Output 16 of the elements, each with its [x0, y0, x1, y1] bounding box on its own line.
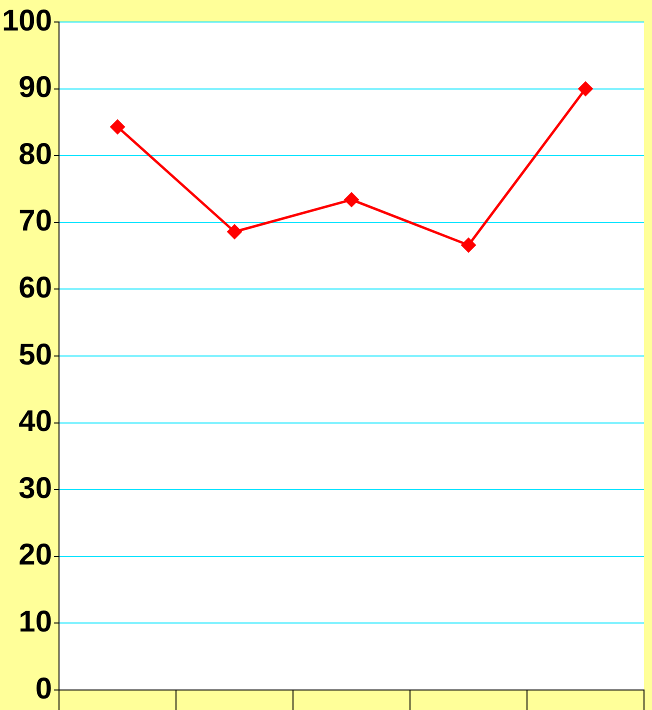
y-tick-label: 50 — [18, 338, 52, 372]
y-tick-label: 90 — [18, 71, 52, 104]
point — [110, 119, 126, 134]
y-tick-label: 10 — [18, 605, 52, 638]
y-tick-label: 80 — [18, 138, 52, 171]
y-tick-label: 100 — [2, 4, 52, 38]
y-tick-label: 0 — [35, 672, 52, 706]
y-tick-label: 70 — [18, 204, 52, 238]
y-tick-label: 40 — [18, 405, 52, 438]
point — [227, 224, 242, 240]
point — [578, 81, 594, 96]
point — [344, 192, 360, 208]
y-tick-label: 60 — [18, 271, 52, 304]
y-tick-label: 20 — [18, 538, 52, 572]
point — [461, 238, 476, 253]
y-tick-label: 30 — [18, 472, 52, 505]
